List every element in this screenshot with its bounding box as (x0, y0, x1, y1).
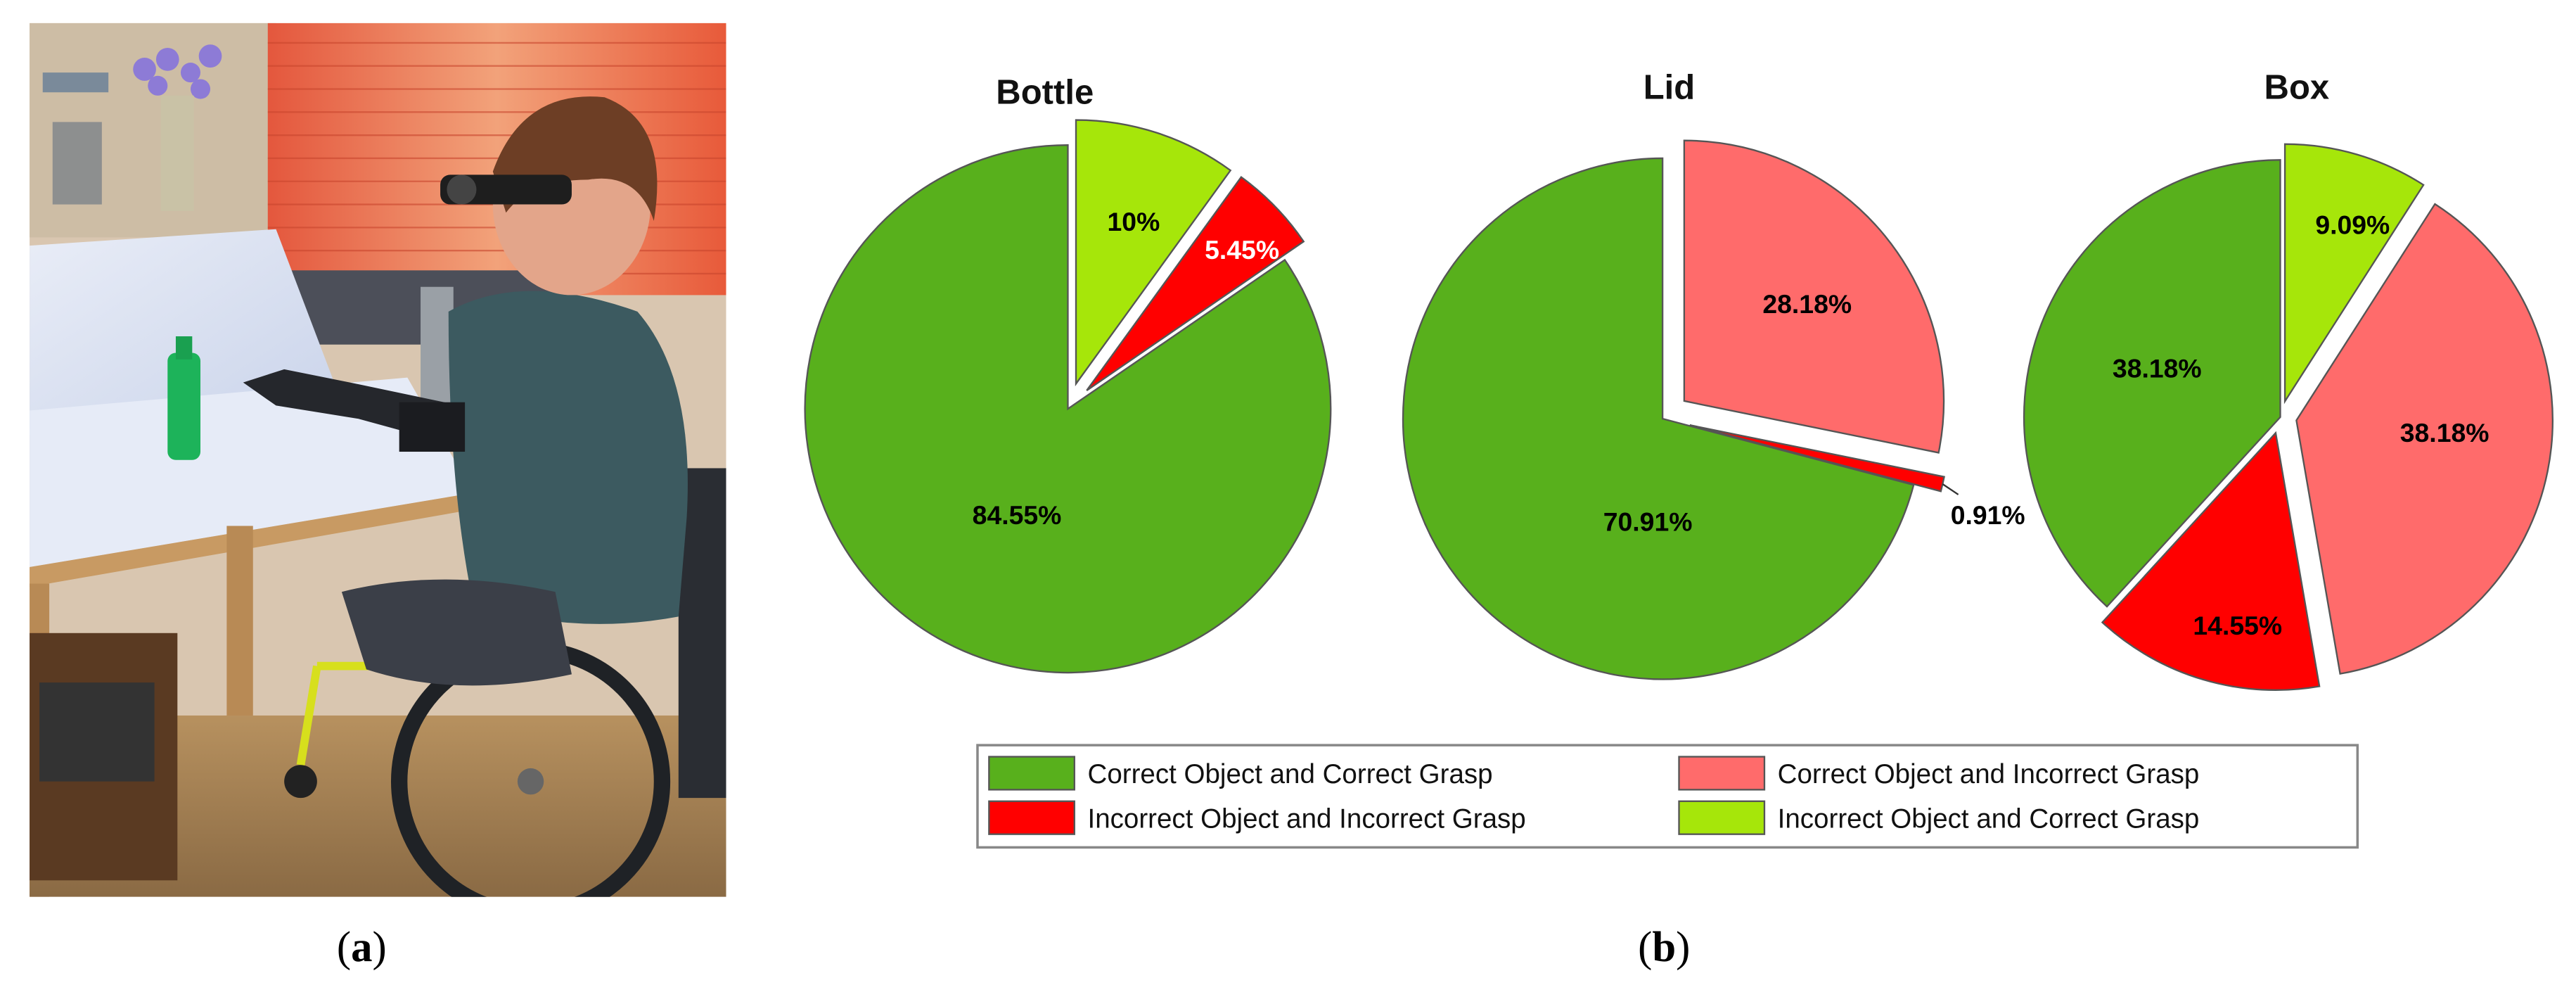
slice-data-label: 70.91% (1603, 507, 1693, 536)
chart-title: Bottle (996, 74, 1094, 112)
slice-data-label: 38.18% (2113, 354, 2202, 383)
legend-label: Correct Object and Incorrect Grasp (1778, 759, 2200, 789)
panel-a-caption: (a) (336, 923, 387, 972)
legend: Correct Object and Correct Grasp Correct … (976, 744, 2359, 849)
pie-chart-box: Box 9.09% 38.18% 14.55% 38.18% (2023, 69, 2553, 692)
pie-slice (1402, 157, 1915, 680)
legend-swatch (1678, 756, 1766, 791)
pie-chart-lid: Lid 28.18% 0.91% 70.91% (1402, 69, 2025, 680)
slice-data-label: 0.91% (1951, 500, 2025, 530)
slice-data-label: 84.55% (973, 500, 1062, 530)
legend-label: Incorrect Object and Incorrect Grasp (1087, 803, 1525, 834)
slice-data-label: 10% (1108, 207, 1160, 236)
legend-swatch (988, 756, 1075, 791)
participant-photo (30, 23, 726, 897)
panel-b-caption: (b) (1638, 923, 1691, 972)
label-leader-line (1942, 483, 1959, 495)
legend-swatch (1678, 800, 1766, 835)
pie-slice (1075, 119, 1232, 387)
legend-box (976, 744, 2359, 849)
pie-slice (1086, 176, 1305, 391)
pie-slice (2101, 431, 2321, 692)
pie-slice (2283, 143, 2425, 405)
slice-data-label: 14.55% (2193, 611, 2282, 640)
pie-slice (804, 144, 1332, 674)
chart-title: Lid (1643, 69, 1696, 107)
pie-slice (2023, 159, 2281, 608)
chart-title: Box (2264, 69, 2330, 107)
legend-swatch (988, 800, 1075, 835)
legend-label: Incorrect Object and Correct Grasp (1778, 803, 2200, 834)
legend-label: Correct Object and Correct Grasp (1087, 759, 1492, 789)
slice-data-label: 38.18% (2400, 418, 2490, 447)
slice-data-label: 5.45% (1205, 235, 1279, 265)
pie-slice (1683, 139, 1945, 454)
pie-chart-bottle: Bottle 10% 5.45% 84.55% (804, 74, 1332, 674)
slice-data-label: 9.09% (2315, 210, 2390, 240)
pie-slice (2295, 203, 2553, 675)
slice-data-label: 28.18% (1762, 289, 1852, 319)
